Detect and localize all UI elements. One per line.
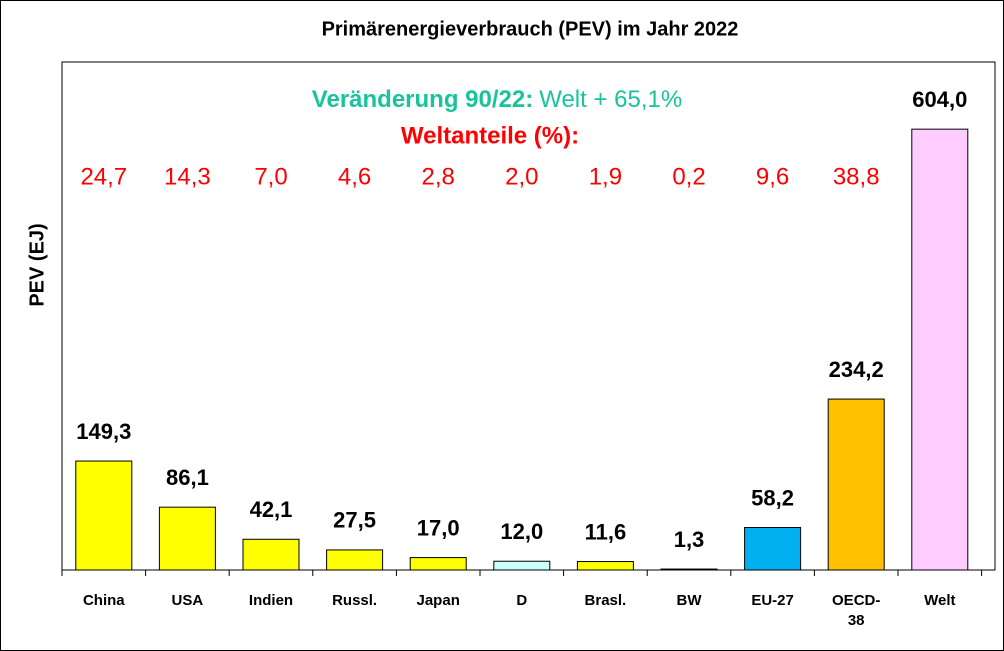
bar <box>911 128 969 571</box>
x-tick-label: Brasl. <box>584 592 627 609</box>
x-tick-label: Russl. <box>332 592 378 609</box>
share-label: 14,3 <box>164 163 211 190</box>
x-tick-label: China <box>82 592 125 609</box>
change-annotation: Veränderung 90/22: Welt + 65,1% <box>312 86 682 113</box>
y-axis-label: PEV (EJ) <box>26 223 48 306</box>
bar <box>326 549 384 571</box>
bar <box>409 557 467 571</box>
value-label: 149,3 <box>76 419 131 444</box>
value-label: 11,6 <box>585 519 627 544</box>
x-tick-label: Indien <box>248 592 294 609</box>
share-label: 2,0 <box>505 163 538 190</box>
bar <box>660 568 718 571</box>
x-tick-label: USA <box>171 592 204 609</box>
x-tick-label: D <box>516 592 528 609</box>
share-label: 1,9 <box>589 163 622 190</box>
change-text: Welt + 65,1% <box>539 86 682 113</box>
value-label: 27,5 <box>333 508 376 533</box>
share-label: 24,7 <box>80 163 127 190</box>
bar <box>158 506 216 571</box>
value-label: 234,2 <box>829 357 884 382</box>
bar <box>75 460 133 571</box>
share-title: Weltanteile (%): <box>401 122 579 149</box>
share-label: 4,6 <box>338 163 371 190</box>
value-label: 604,0 <box>912 87 967 112</box>
change-label: Veränderung 90/22: <box>312 86 533 113</box>
value-label: 1,3 <box>674 527 705 552</box>
share-label: 38,8 <box>833 163 880 190</box>
bar <box>827 398 885 571</box>
share-label: 7,0 <box>254 163 287 190</box>
share-label: 0,2 <box>672 163 705 190</box>
share-label: 9,6 <box>756 163 789 190</box>
x-tick-label: BW <box>676 592 702 609</box>
value-label: 17,0 <box>417 515 460 540</box>
x-tick-label: OECD-38 <box>832 592 881 629</box>
bar <box>493 560 551 571</box>
bar <box>576 561 634 571</box>
value-label: 58,2 <box>751 485 794 510</box>
bar <box>242 538 300 571</box>
value-label: 12,0 <box>500 519 543 544</box>
bar <box>744 527 802 571</box>
value-label: 86,1 <box>166 465 209 490</box>
chart-title: Primärenergieverbrauch (PEV) im Jahr 202… <box>322 18 739 40</box>
x-tick-label: EU-27 <box>751 592 794 609</box>
share-label: 2,8 <box>422 163 455 190</box>
x-tick-label: Japan <box>416 592 460 609</box>
x-tick-label: Welt <box>924 592 956 609</box>
value-label: 42,1 <box>250 497 293 522</box>
